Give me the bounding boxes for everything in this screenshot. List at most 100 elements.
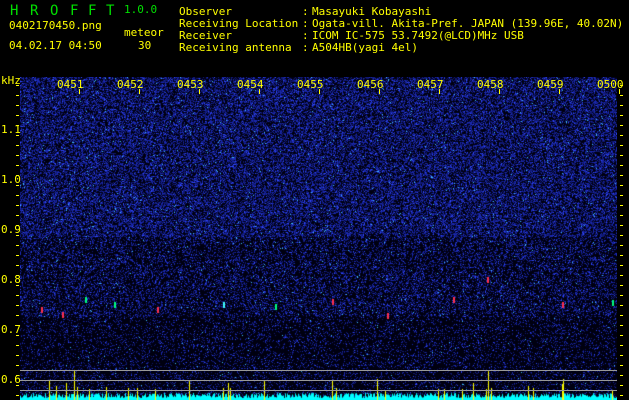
y-tick-label: 1.1	[1, 123, 21, 136]
y-tick	[620, 395, 623, 396]
time-tick	[259, 89, 260, 94]
title-letter: F	[88, 3, 97, 19]
y-tick	[620, 105, 623, 106]
file-name: 0402170450.png	[9, 19, 102, 32]
time-label: 0458	[477, 78, 504, 91]
y-tick	[16, 395, 19, 396]
y-tick	[620, 285, 623, 286]
y-tick	[620, 335, 623, 336]
y-tick-label: 0.9	[1, 223, 21, 236]
y-tick	[16, 255, 19, 256]
y-tick	[620, 305, 623, 306]
y-tick	[620, 295, 623, 296]
y-tick	[620, 215, 623, 216]
y-tick	[620, 155, 623, 156]
y-tick	[620, 145, 623, 146]
info-colon: :	[302, 41, 309, 54]
time-label: 0454	[237, 78, 264, 91]
y-tick	[620, 195, 623, 196]
y-tick	[16, 95, 19, 96]
y-tick	[620, 235, 623, 236]
y-tick	[16, 305, 19, 306]
info-colon: :	[302, 5, 309, 18]
y-tick	[620, 315, 623, 316]
y-tick	[620, 205, 623, 206]
time-tick	[79, 89, 80, 94]
time-label: 0456	[357, 78, 384, 91]
y-tick	[16, 85, 19, 86]
y-tick	[620, 365, 623, 366]
y-tick	[16, 275, 19, 276]
histogram-gridline	[20, 390, 617, 391]
y-tick	[16, 165, 19, 166]
time-tick	[379, 89, 380, 94]
info-value-antenna: A504HB(yagi 4el)	[312, 41, 418, 54]
meteor-label: meteor	[124, 26, 164, 39]
y-tick	[620, 265, 623, 266]
y-tick	[16, 375, 19, 376]
time-label: 0452	[117, 78, 144, 91]
info-colon: :	[302, 17, 309, 30]
y-tick	[620, 325, 623, 326]
y-tick	[16, 145, 19, 146]
time-label: 0453	[177, 78, 204, 91]
y-tick	[16, 335, 19, 336]
y-tick	[620, 255, 623, 256]
histogram-gridline	[20, 370, 617, 371]
y-tick	[16, 265, 19, 266]
y-tick	[16, 175, 19, 176]
y-tick	[620, 185, 623, 186]
y-tick	[620, 375, 623, 376]
info-label-observer: Observer	[179, 5, 232, 18]
title-letter: F	[70, 3, 79, 19]
y-tick	[16, 245, 19, 246]
y-tick	[16, 365, 19, 366]
info-label-receiver: Receiver	[179, 29, 232, 42]
info-label-location: Receiving Location	[179, 17, 299, 30]
time-tick	[619, 89, 620, 94]
time-tick	[139, 89, 140, 94]
y-tick-label: 0.6	[1, 373, 21, 386]
file-datetime: 04.02.17 04:50	[9, 39, 102, 52]
y-tick-label: 0.8	[1, 273, 21, 286]
time-label: 0500	[597, 78, 624, 91]
y-tick	[620, 125, 623, 126]
y-tick	[620, 345, 623, 346]
y-tick	[620, 165, 623, 166]
y-tick	[16, 185, 19, 186]
time-tick	[499, 89, 500, 94]
info-colon: :	[302, 29, 309, 42]
time-label: 0455	[297, 78, 324, 91]
title-letter: H	[10, 3, 19, 19]
histogram-gridline	[20, 380, 617, 381]
y-tick	[620, 225, 623, 226]
y-tick	[16, 295, 19, 296]
time-label: 0451	[57, 78, 84, 91]
y-tick	[16, 355, 19, 356]
time-tick	[439, 89, 440, 94]
y-axis-unit: kHz	[1, 74, 21, 87]
y-tick	[620, 245, 623, 246]
y-tick	[16, 215, 19, 216]
y-tick	[620, 95, 623, 96]
y-tick	[620, 115, 623, 116]
time-tick	[559, 89, 560, 94]
y-tick	[16, 105, 19, 106]
info-label-antenna: Receiving antenna	[179, 41, 292, 54]
y-tick	[620, 355, 623, 356]
y-tick-label: 0.7	[1, 323, 21, 336]
time-tick	[199, 89, 200, 94]
title-letter: O	[50, 3, 59, 19]
y-tick	[16, 135, 19, 136]
y-tick	[16, 325, 19, 326]
info-value-receiver: ICOM IC-575 53.7492(@LCD)MHz USB	[312, 29, 524, 42]
y-tick	[16, 115, 19, 116]
title-letter: T	[106, 3, 115, 19]
spectrogram	[20, 77, 617, 400]
y-tick	[16, 285, 19, 286]
info-value-location: Ogata-vill. Akita-Pref. JAPAN (139.96E, …	[312, 17, 624, 30]
y-tick-label: 1.0	[1, 173, 21, 186]
y-tick	[16, 315, 19, 316]
y-tick	[620, 275, 623, 276]
app-version: 1.0.0	[124, 3, 158, 16]
